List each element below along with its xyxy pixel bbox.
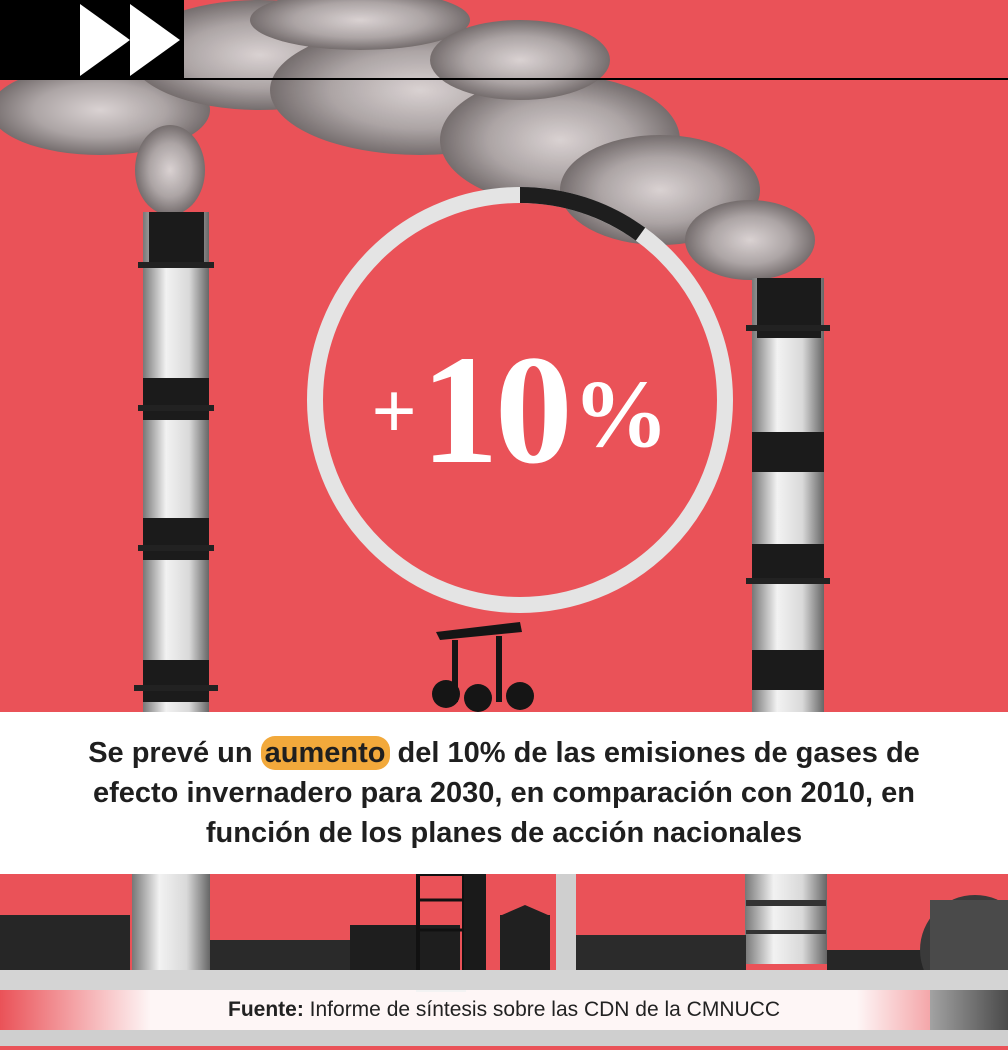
source-label: Fuente: [228, 998, 304, 1021]
header-rule [184, 78, 1008, 80]
floodlight-mast [432, 622, 534, 712]
source-text: Fuente: Informe de síntesis sobre las CD… [228, 998, 780, 1022]
smoke-cloud [0, 0, 815, 280]
left-smokestack [134, 212, 218, 712]
header-bar [0, 0, 184, 80]
right-smokestack [746, 278, 830, 712]
stat-value: + 10 % [300, 300, 740, 520]
source-band: Fuente: Informe de síntesis sobre las CD… [0, 990, 1008, 1030]
caption-text: Se prevé un aumento del 10% de las emisi… [54, 733, 954, 853]
caption-after: del 10% de las emisiones de gases de efe… [92, 737, 920, 849]
progress-ring [307, 187, 733, 613]
progress-ring-fill [519, 187, 646, 241]
stat-number: 10 [420, 323, 573, 496]
caption-band: Se prevé un aumento del 10% de las emisi… [0, 712, 1008, 874]
stat-percent: % [572, 359, 669, 467]
stat-plus: + [371, 367, 417, 456]
source-body: Informe de síntesis sobre las CDN de la … [303, 998, 780, 1021]
fast-forward-icon [80, 4, 180, 76]
caption-highlight: aumento [260, 736, 390, 770]
caption-before: Se prevé un [88, 737, 261, 769]
